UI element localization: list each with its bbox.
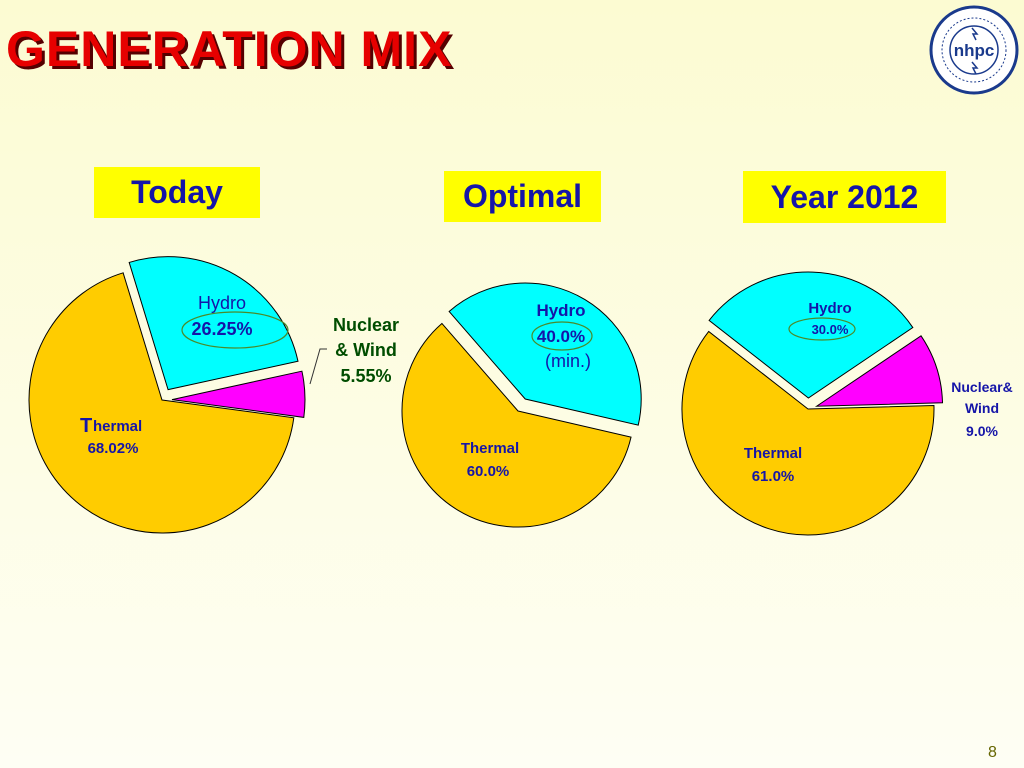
y2012-slice-nuclear-wind — [814, 335, 944, 407]
slide-title: GENERATION MIX — [6, 21, 453, 77]
nhpc-logo: nhpc — [929, 5, 1019, 95]
today-hydro-highlight — [181, 311, 289, 349]
today-thermal-label: hermal — [93, 418, 142, 435]
optimal-hydro-highlight — [531, 321, 593, 351]
today-hydro-label: Hydro — [198, 293, 246, 313]
today-nuclear-value: 5.55% — [340, 366, 391, 386]
today-thermal-value: 68.02% — [88, 440, 139, 457]
logo-text: nhpc — [954, 41, 995, 60]
y2012-slice-thermal — [681, 330, 935, 536]
optimal-slice-thermal — [401, 322, 632, 528]
y2012-hydro-value: 30.0% — [812, 322, 849, 337]
today-hydro-value: 26.25% — [191, 319, 252, 339]
y2012-nuclear-label-1: Nuclear& — [951, 379, 1012, 395]
chart-title-today: Today — [94, 167, 260, 218]
today-slice-hydro — [128, 256, 299, 391]
optimal-hydro-note: (min.) — [545, 351, 591, 371]
optimal-slice-hydro — [448, 282, 642, 426]
today-nuclear-label-2: & Wind — [335, 340, 397, 360]
page-number: 8 — [988, 744, 997, 761]
optimal-hydro-label: Hydro — [536, 301, 585, 320]
y2012-hydro-label: Hydro — [808, 300, 851, 317]
today-slice-nuclear-wind — [171, 370, 306, 418]
y2012-hydro-highlight — [788, 317, 856, 341]
today-nuclear-leader-line — [309, 348, 327, 385]
chart-title-year2012: Year 2012 — [743, 171, 946, 223]
optimal-hydro-value: 40.0% — [537, 327, 585, 346]
optimal-thermal-label: Thermal — [461, 440, 519, 457]
y2012-thermal-label: Thermal — [744, 445, 802, 462]
today-nuclear-label-1: Nuclear — [333, 315, 399, 335]
y2012-nuclear-label-2: Wind — [965, 400, 999, 416]
y2012-slice-hydro — [708, 271, 914, 399]
chart-title-optimal: Optimal — [444, 171, 601, 222]
today-thermal-label-initial: T — [80, 415, 92, 437]
today-slice-thermal — [28, 272, 295, 534]
y2012-nuclear-value: 9.0% — [966, 423, 998, 439]
pie-slices — [28, 256, 944, 536]
optimal-thermal-value: 60.0% — [467, 463, 510, 480]
y2012-thermal-value: 61.0% — [752, 468, 795, 485]
